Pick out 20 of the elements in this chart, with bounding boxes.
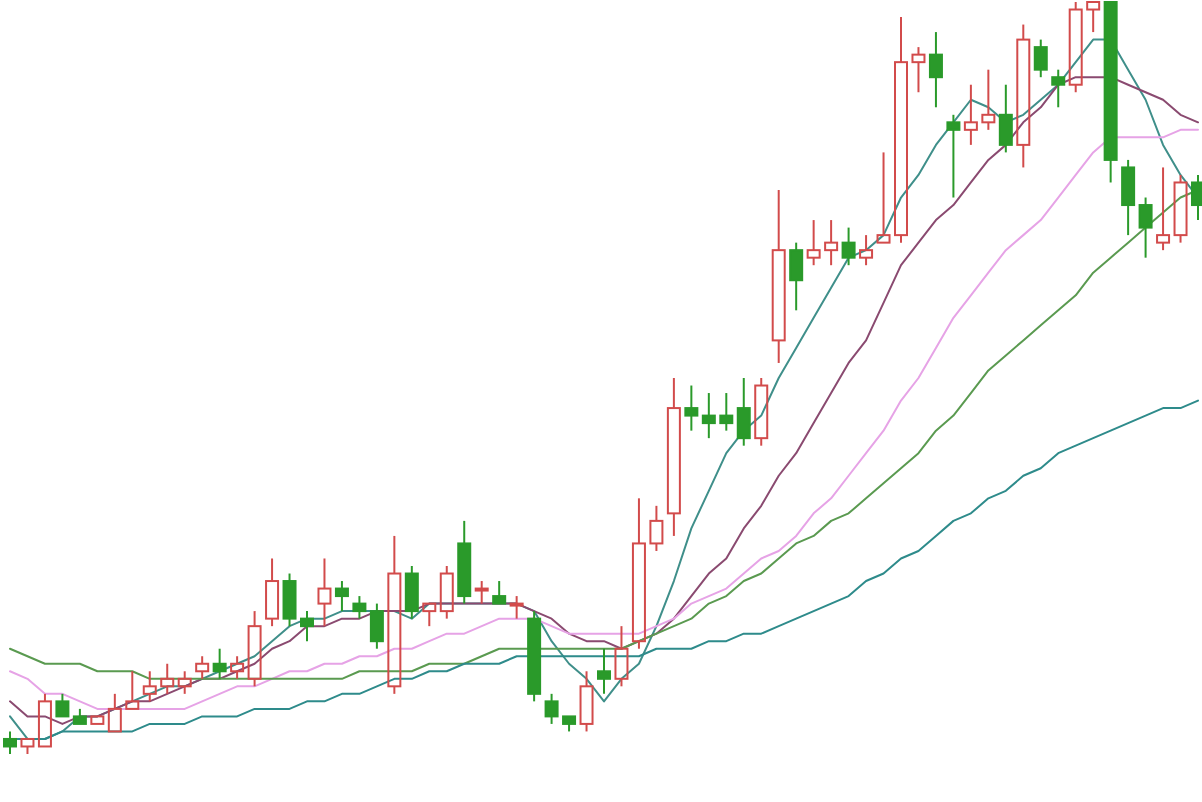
- candlestick: [736, 377, 751, 447]
- candlestick: [3, 730, 17, 755]
- candlestick: [439, 565, 454, 620]
- candlestick: [457, 519, 472, 605]
- candlestick: [230, 655, 245, 680]
- candlestick: [334, 580, 349, 613]
- candlestick: [404, 565, 419, 620]
- candlestick: [684, 384, 699, 432]
- candlestick: [666, 377, 681, 537]
- candlestick: [352, 595, 367, 620]
- candlestick: [754, 377, 769, 447]
- candlestick: [212, 647, 227, 680]
- candlestick: [195, 655, 210, 680]
- candlestick: [317, 557, 332, 628]
- candlestick: [928, 31, 943, 109]
- candlestick: [177, 670, 192, 695]
- candlestick: [597, 647, 611, 695]
- candlestick: [387, 534, 402, 695]
- candlestick: [771, 189, 786, 364]
- candlestick: [1016, 23, 1031, 169]
